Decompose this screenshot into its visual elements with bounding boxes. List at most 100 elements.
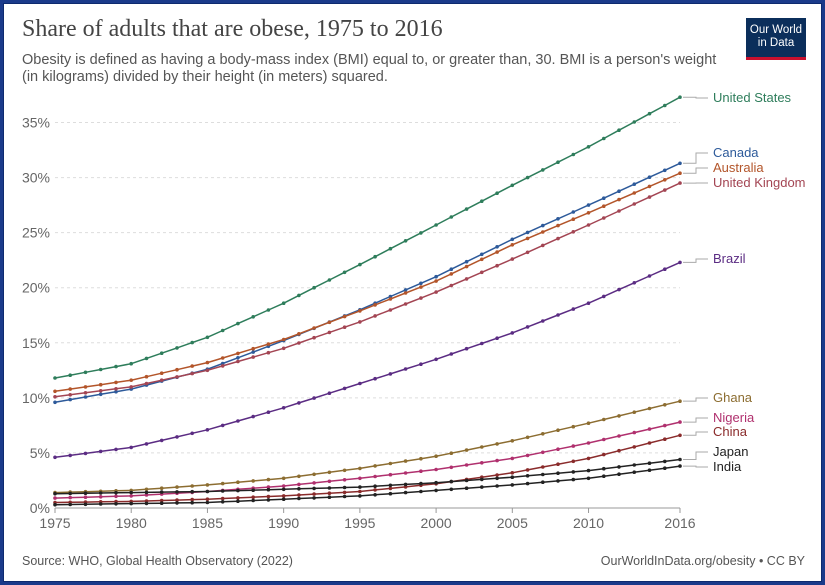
data-point [327, 479, 332, 484]
data-point [266, 410, 271, 415]
data-point [53, 395, 57, 399]
data-point [586, 456, 591, 461]
logo-line-2: in Data [757, 37, 795, 49]
series-line [54, 465, 681, 506]
data-point [602, 136, 606, 141]
data-point [312, 492, 316, 496]
data-point [373, 493, 377, 497]
data-point [83, 391, 88, 395]
data-point [190, 340, 194, 345]
data-point [556, 428, 560, 433]
y-tick-label: 25% [22, 225, 50, 241]
data-point [541, 223, 545, 228]
data-point [571, 477, 576, 482]
data-point [98, 502, 103, 506]
x-tick-label: 2000 [421, 515, 452, 531]
data-point [297, 293, 301, 298]
data-point [480, 270, 484, 275]
data-point [68, 495, 72, 500]
data-point [647, 461, 652, 466]
data-point [98, 367, 103, 372]
data-point [98, 389, 103, 393]
data-point [586, 211, 591, 215]
data-point [220, 423, 225, 428]
data-point [83, 370, 88, 375]
data-point [586, 301, 591, 306]
data-point [510, 237, 515, 242]
data-point [175, 498, 179, 502]
data-point [144, 490, 149, 495]
series-label: United Kingdom [713, 175, 806, 190]
data-point [53, 496, 57, 500]
data-point [571, 444, 576, 448]
data-point [449, 465, 454, 470]
data-point [98, 491, 103, 495]
y-tick-label: 20% [22, 280, 50, 296]
data-point [68, 397, 72, 402]
chart-title: Share of adults that are obese, 1975 to … [22, 16, 443, 42]
data-point [647, 274, 652, 278]
data-point [342, 386, 347, 391]
data-point [419, 469, 423, 474]
data-point [98, 382, 103, 387]
data-point [129, 378, 133, 383]
data-point [159, 501, 164, 506]
data-point [556, 479, 560, 483]
data-point [586, 421, 591, 426]
y-tick-label: 0% [30, 500, 50, 516]
data-point [541, 432, 545, 436]
data-point [495, 473, 499, 477]
data-point [114, 494, 118, 499]
data-point [297, 401, 301, 405]
credit-link[interactable]: OurWorldInData.org/obesity • CC BY [600, 554, 805, 568]
data-point [586, 145, 591, 149]
data-point [525, 474, 530, 478]
data-point [144, 356, 149, 361]
data-point [327, 391, 332, 396]
data-point [190, 500, 194, 505]
y-tick-label: 15% [22, 335, 50, 351]
data-point [190, 484, 194, 488]
data-point [68, 393, 72, 397]
data-point [602, 216, 606, 220]
data-point [602, 294, 606, 299]
data-point [525, 453, 530, 458]
data-point [434, 357, 438, 362]
data-point [236, 499, 240, 504]
data-point [495, 336, 499, 341]
label-connector [683, 431, 708, 436]
data-point [281, 494, 286, 498]
y-tick-label: 30% [22, 170, 50, 186]
data-point [190, 371, 194, 376]
data-point [53, 400, 57, 405]
data-point [541, 319, 545, 323]
data-point [632, 281, 637, 285]
data-point [464, 486, 469, 491]
data-point [663, 168, 667, 173]
data-point [541, 450, 545, 455]
data-point [571, 470, 576, 474]
data-point [251, 346, 255, 351]
data-point [312, 472, 316, 477]
data-point [327, 495, 332, 500]
data-point [388, 472, 393, 477]
series-label: Australia [713, 160, 764, 175]
owid-logo[interactable]: Our World in Data [746, 18, 806, 60]
series-label: Brazil [713, 251, 746, 266]
data-point [480, 252, 484, 257]
data-point [83, 491, 88, 496]
data-point [403, 288, 408, 292]
data-point [373, 484, 377, 489]
series-line [54, 182, 681, 398]
data-point [251, 495, 255, 500]
data-point [647, 184, 652, 189]
data-point [114, 389, 118, 394]
data-point [495, 458, 499, 463]
data-point [647, 406, 652, 411]
data-point [159, 498, 164, 503]
data-point [53, 389, 57, 394]
data-point [68, 373, 72, 378]
data-point [403, 239, 408, 243]
source-note: Source: WHO, Global Health Observatory (… [22, 554, 293, 568]
series-line [54, 172, 681, 393]
